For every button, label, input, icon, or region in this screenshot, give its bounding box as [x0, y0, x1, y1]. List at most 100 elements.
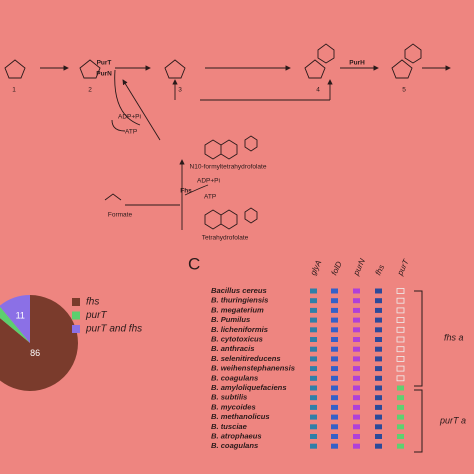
gene-cell [375, 414, 382, 420]
gene-cell [375, 327, 382, 333]
gene-cell [396, 346, 405, 353]
species-name: B. atrophaeus [211, 432, 262, 441]
gene-cell [331, 356, 338, 362]
compound-number: 4 [316, 87, 320, 94]
gene-cell [375, 288, 382, 294]
compound-number: 3 [178, 87, 182, 94]
legend-label: fhs [86, 297, 99, 308]
gene-cell [396, 307, 405, 314]
gene-cell [375, 356, 382, 362]
gene-cell [310, 298, 317, 304]
compound-number: 5 [402, 87, 406, 94]
species-name: B. selenitireducens [211, 354, 281, 363]
gene-cell [353, 395, 360, 401]
gene-cell [331, 317, 338, 323]
gene-cell [310, 434, 317, 439]
gene-cell [396, 375, 405, 382]
gene-cell [375, 307, 382, 313]
gene-cell [331, 375, 338, 381]
species-name: B. anthracis [211, 344, 254, 353]
cofactor-label: ADP+Pi [197, 178, 220, 185]
column-header: fhs [374, 263, 387, 276]
gene-cell [375, 424, 382, 430]
gene-cell [331, 327, 338, 333]
species-name: B. coagulans [211, 373, 258, 382]
gene-cell [353, 346, 360, 352]
gene-cell [397, 424, 404, 430]
gene-cell [310, 307, 317, 313]
gene-cell [353, 375, 360, 381]
column-header: glyA [309, 259, 324, 277]
gene-cell [375, 337, 382, 342]
gene-cell [375, 317, 382, 323]
enzyme-label: PurT [97, 60, 112, 67]
gene-cell [331, 298, 338, 304]
gene-cell [397, 414, 404, 420]
gene-cell [375, 434, 382, 439]
legend-swatch [72, 325, 80, 333]
gene-cell [331, 434, 338, 439]
gene-cell [396, 336, 405, 343]
gene-cell [396, 297, 405, 304]
formyl-thf-label: N10-formyltetrahydrofolate [190, 164, 267, 171]
gene-cell [353, 424, 360, 430]
gene-cell [397, 385, 404, 391]
gene-cell [396, 288, 405, 294]
gene-cell [310, 404, 317, 410]
gene-cell [396, 355, 405, 362]
gene-cell [375, 395, 382, 401]
legend-label: purT [85, 310, 107, 321]
gene-cell [331, 385, 338, 391]
gene-cell [397, 443, 404, 449]
species-name: B. licheniformis [211, 325, 268, 334]
species-name: B. subtilis [211, 393, 247, 402]
formate-label: Formate [108, 212, 133, 219]
species-name: Bacillus cereus [211, 286, 267, 295]
gene-cell [353, 434, 360, 439]
slice-label: 11 [16, 310, 25, 320]
gene-cell [310, 366, 317, 372]
gene-cell [353, 385, 360, 391]
pathway-arrows [40, 65, 451, 230]
gene-cell [310, 375, 317, 381]
gene-cell [310, 288, 317, 294]
gene-cell [331, 395, 338, 401]
gene-cell [353, 337, 360, 342]
gene-cell [396, 317, 405, 324]
gene-cell [397, 404, 404, 410]
column-header: folD [330, 260, 344, 277]
gene-cell [353, 307, 360, 313]
group-label: fhs a [444, 332, 464, 342]
cofactor-label: ADP+Pi [118, 114, 141, 121]
species-name: B. megaterium [211, 305, 264, 314]
gene-cell [396, 365, 405, 372]
gene-cell [375, 404, 382, 410]
gene-cell [375, 346, 382, 352]
species-name: B. cytotoxicus [211, 335, 263, 344]
gene-cell [310, 424, 317, 430]
column-header: purN [351, 257, 367, 278]
gene-cell [353, 288, 360, 294]
column-header: purT [395, 257, 411, 278]
species-name: B. weihenstephanensis [211, 364, 295, 373]
group-label: purT a [439, 415, 466, 425]
slice-label: 86 [30, 348, 40, 358]
gene-cell [310, 414, 317, 420]
gene-cell [397, 434, 404, 439]
legend-swatch [72, 298, 80, 306]
gene-cell [353, 327, 360, 333]
gene-cell [353, 356, 360, 362]
gene-cell [353, 298, 360, 304]
gene-cell [310, 337, 317, 342]
gene-cell [375, 443, 382, 449]
gene-cell [375, 366, 382, 372]
legend-label: purT and fhs [85, 324, 142, 335]
gene-cell [310, 356, 317, 362]
enzyme-label: Fhs [180, 188, 192, 195]
gene-cell [375, 298, 382, 304]
gene-cell [331, 443, 338, 449]
legend-swatch [72, 311, 80, 320]
cofactor-label: ATP [204, 194, 216, 201]
gene-cell [353, 414, 360, 420]
gene-cell [331, 366, 338, 372]
